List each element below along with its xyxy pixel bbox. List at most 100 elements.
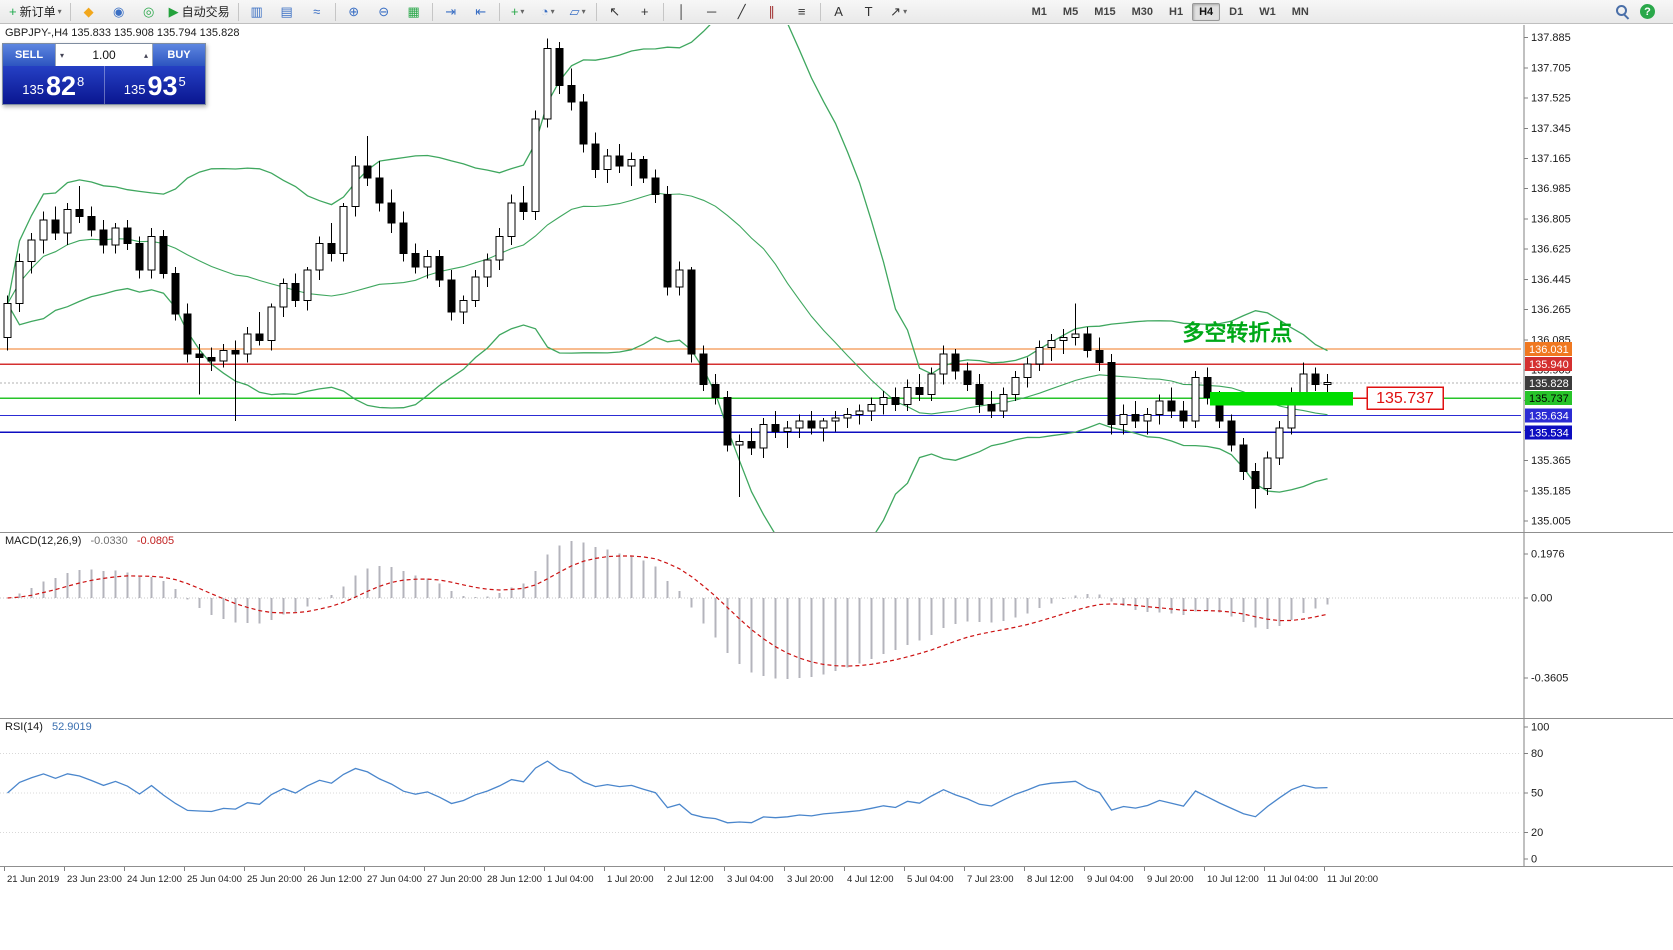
rsi-axis-label: 0 [1531,854,1537,866]
auto-scroll-icon[interactable]: ⇥ [437,1,465,23]
help-icon[interactable]: ? [1640,4,1655,19]
buy-price-prefix: 135 [123,82,146,97]
time-axis-label: 2 Jul 12:00 [667,874,714,885]
chart-shift-icon[interactable]: ⇤ [467,1,495,23]
rsi-axis-label: 80 [1531,748,1543,760]
price-tag-135.737 [1525,391,1572,406]
toolbar-separator [662,2,664,21]
timeframe-h4[interactable]: H4 [1192,2,1221,21]
indicators-icon[interactable]: + ▾ [504,1,532,23]
bar-chart-icon[interactable]: ▥ [243,1,271,23]
price-axis[interactable]: 137.885 137.705 137.525 137.345 137.165 136.9… [1523,25,1572,532]
cursor-icon[interactable]: ↖ [601,1,629,23]
time-axis-label: 23 Jun 23:00 [67,874,122,885]
rsi-label: RSI(14) [5,721,43,733]
macd-chart[interactable]: 0.1976 0.00 -0.3605 [0,533,1673,719]
price-axis-label: 137.165 [1531,153,1571,165]
time-axis-tick [604,867,605,871]
zoom-out-icon[interactable]: ⊖ [370,1,398,23]
chart-annotation-text[interactable]: 多空转折点 [1182,321,1292,346]
tile-windows-icon[interactable]: ▦ [400,1,428,23]
time-axis[interactable]: 21 Jun 2019 23 Jun 23:00 24 Jun 12:00 25 Ju… [0,866,1673,896]
volume-up-icon[interactable]: ▴ [143,50,148,60]
sell-button[interactable]: SELL [3,44,55,66]
buy-button[interactable]: BUY [153,44,205,66]
dropdown-caret-icon: ▾ [550,7,555,16]
horizontal-line-icon-glyph: ─ [707,4,717,19]
depth-of-market-icon[interactable]: ◆ [75,1,103,23]
toolbar-separator [595,2,597,21]
main-chart[interactable]: 135.737 多空转折点 137.885 137.705 137.525 137.345… [0,25,1673,532]
highlight-rectangle[interactable] [1210,391,1353,406]
market-watch-icon[interactable]: ◉ [105,1,133,23]
time-axis-label: 1 Jul 20:00 [607,874,654,885]
macd-axis-label: -0.3605 [1531,673,1568,685]
sell-price: 135 82 8 [3,66,104,104]
text-icon[interactable]: A [825,1,853,23]
timeframe-h1[interactable]: H1 [1169,5,1184,18]
vertical-line-icon[interactable]: │ [668,1,696,23]
zoom-in-icon[interactable]: ⊕ [340,1,368,23]
timeframe-m1[interactable]: M1 [1031,5,1047,18]
new-order-button[interactable]: + 新订单 ▾ [5,1,66,23]
horizontal-line-icon[interactable]: ─ [698,1,726,23]
price-axis-label: 136.445 [1531,274,1571,286]
bollinger-lower-band[interactable] [6,287,1328,532]
bollinger-upper-band[interactable] [6,25,1328,375]
time-axis-tick [1204,867,1205,871]
equidistant-channel-icon[interactable]: ∥ [758,1,786,23]
toolbar-separator [498,2,500,21]
price-tag-135.828 [1525,376,1572,390]
cursor-icon-glyph: ↖ [609,4,621,19]
templates-icon-glyph: ▱ [569,4,580,19]
time-axis-label: 9 Jul 20:00 [1147,874,1194,885]
line-chart-icon-glyph: ≈ [313,4,321,19]
time-axis-tick [424,867,425,871]
timeframe-w1[interactable]: W1 [1259,5,1276,18]
time-axis-tick [664,867,665,871]
volume-stepper[interactable]: ▾ 1.00 ▴ [55,44,153,66]
volume-value[interactable]: 1.00 [92,48,116,62]
time-axis-label: 10 Jul 12:00 [1207,874,1259,885]
trendline-icon[interactable]: ╱ [728,1,756,23]
price-callout-text: 135.737 [1376,390,1434,407]
auto-trading-button[interactable]: ▶ 自动交易 [165,1,234,23]
time-axis-tick [4,867,5,871]
macd-panel[interactable]: 0.1976 0.00 -0.3605 MACD(12,26,9) -0.0330 … [0,532,1673,719]
time-axis-tick [544,867,545,871]
price-tag-135.940 [1525,357,1572,372]
crosshair-icon[interactable]: + [631,1,659,23]
rsi-panel[interactable]: 100 80 50 20 0 RSI(14) 52.9019 [0,718,1673,867]
volume-down-icon[interactable]: ▾ [60,50,65,60]
price-tag-text: 135.534 [1529,427,1569,439]
rsi-chart[interactable]: 100 80 50 20 0 [0,719,1673,867]
terminal-icon[interactable]: ◎ [135,1,163,23]
macd-main-value: -0.0330 [90,535,128,547]
toolbar: + 新订单 ▾ ◆ ◉ ◎ ▶ 自动交易 ▥ ▤ ≈ ⊕ ⊖ ▦ ⇥ ⇤ + ▾ ◔ ▾ ▱ ▾ ↖ + │ ─ ╱ ∥ ≡ A T ↗ ▾ M… [0,0,1673,24]
candlestick-chart-icon[interactable]: ▤ [273,1,301,23]
bar-chart-icon-glyph: ▥ [250,4,263,19]
fibonacci-icon[interactable]: ≡ [788,1,816,23]
symbol-ohlc-header: GBPJPY-,H4 135.833 135.908 135.794 135.8… [5,27,239,39]
periods-icon[interactable]: ◔ ▾ [534,1,562,23]
text-label-icon[interactable]: T [855,1,883,23]
timeframe-mn[interactable]: MN [1291,5,1309,18]
rsi-value: 52.9019 [51,721,92,733]
sell-price-sup: 8 [77,74,85,89]
timeframe-m30[interactable]: M30 [1131,5,1154,18]
main-chart-panel[interactable]: 135.737 多空转折点 137.885 137.705 137.525 137.345… [0,25,1673,532]
line-chart-icon[interactable]: ≈ [303,1,331,23]
price-axis-label: 137.525 [1531,93,1571,105]
timeframe-m5[interactable]: M5 [1062,5,1079,18]
candles[interactable] [3,38,1332,509]
price-callout-box[interactable] [1366,386,1444,410]
rsi-axis-label: 50 [1531,788,1543,800]
macd-label: MACD(12,26,9) [5,535,82,547]
timeframe-m15[interactable]: M15 [1094,5,1116,18]
time-axis-label: 7 Jul 23:00 [967,874,1014,885]
timeframe-d1[interactable]: D1 [1229,5,1244,18]
search-icon[interactable] [1615,4,1630,19]
arrow-objects-icon[interactable]: ↗ ▾ [885,1,913,23]
templates-icon[interactable]: ▱ ▾ [564,1,592,23]
time-axis-label: 11 Jul 20:00 [1327,874,1379,885]
